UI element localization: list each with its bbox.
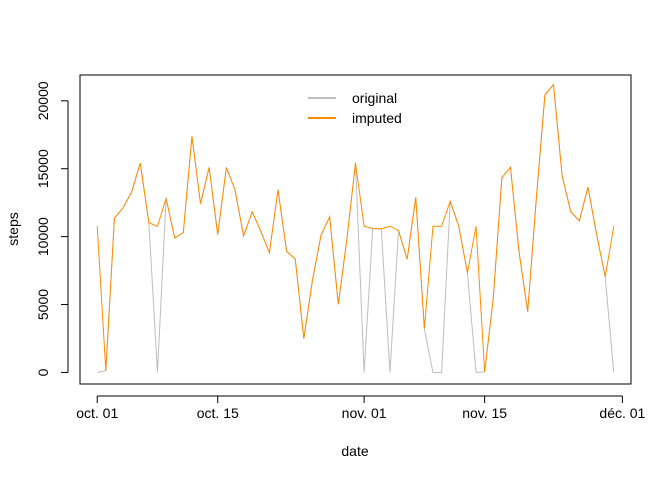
x-tick-label: nov. 15 (462, 405, 507, 421)
y-tick-label: 20000 (35, 81, 51, 120)
y-tick-label: 0 (35, 368, 51, 376)
y-tick-label: 15000 (35, 149, 51, 188)
legend-label-imputed: imputed (352, 110, 402, 126)
x-axis-title: date (341, 443, 368, 459)
x-tick-label: oct. 01 (76, 405, 118, 421)
x-tick-label: oct. 15 (197, 405, 239, 421)
x-axis: oct. 01 oct. 15 nov. 01 nov. 15 déc. 01 (76, 395, 646, 421)
y-tick-label: 5000 (35, 289, 51, 320)
y-axis-title: steps (5, 212, 21, 245)
plot-frame (79, 74, 632, 385)
series-layer (96, 83, 615, 373)
x-tick-label: nov. 01 (342, 405, 387, 421)
x-tick-label: déc. 01 (599, 405, 645, 421)
series-line-imputed (96, 83, 615, 372)
legend: original imputed (308, 90, 402, 126)
y-axis: 0 5000 10000 15000 20000 (35, 81, 69, 376)
legend-label-original: original (352, 90, 397, 106)
y-tick-label: 10000 (35, 217, 51, 256)
series-line-original (97, 83, 615, 373)
